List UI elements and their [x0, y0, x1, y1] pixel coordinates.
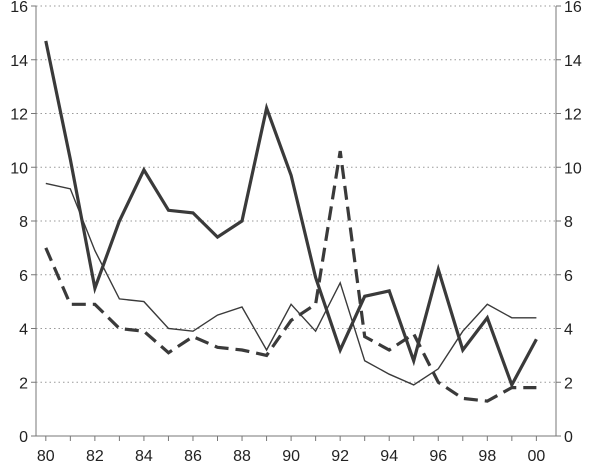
y-tick-label-left: 10: [10, 160, 28, 177]
series-layer: [44, 40, 538, 403]
y-tick-label-right: 16: [564, 0, 582, 16]
x-tick-label: 92: [331, 448, 349, 465]
x-tick-label: 84: [135, 448, 153, 465]
y-tick-label-left: 8: [19, 214, 28, 231]
y-tick-label-left: 0: [19, 429, 28, 446]
x-tick-label: 86: [184, 448, 202, 465]
grid-layer: [36, 5, 556, 383]
x-tick-label: 90: [282, 448, 300, 465]
y-tick-label-left: 14: [10, 53, 28, 70]
y-tick-label-right: 2: [564, 375, 573, 392]
y-tick-label-right: 10: [564, 160, 582, 177]
y-tick-label-right: 14: [564, 53, 582, 70]
y-tick-label-right: 4: [564, 322, 573, 339]
x-tick-label: 00: [527, 448, 545, 465]
x-tick-label: 94: [380, 448, 398, 465]
y-tick-label-right: 6: [564, 268, 573, 285]
axis-layer: [31, 5, 561, 441]
x-tick-label: 96: [429, 448, 447, 465]
series-line-dashed: [44, 150, 537, 403]
y-tick-label-left: 6: [19, 268, 28, 285]
y-tick-label-left: 4: [19, 322, 28, 339]
series-line-thick-solid: [44, 40, 538, 389]
y-tick-label-right: 0: [564, 429, 573, 446]
y-tick-label-right: 12: [564, 107, 582, 124]
x-tick-label: 88: [233, 448, 251, 465]
series-line-thin-solid: [45, 182, 537, 386]
y-tick-label-right: 8: [564, 214, 573, 231]
y-tick-label-left: 16: [10, 0, 28, 16]
x-tick-label: 98: [478, 448, 496, 465]
x-tick-label: 82: [86, 448, 104, 465]
x-tick-label: 80: [37, 448, 55, 465]
y-tick-label-left: 2: [19, 375, 28, 392]
y-tick-label-left: 12: [10, 107, 28, 124]
